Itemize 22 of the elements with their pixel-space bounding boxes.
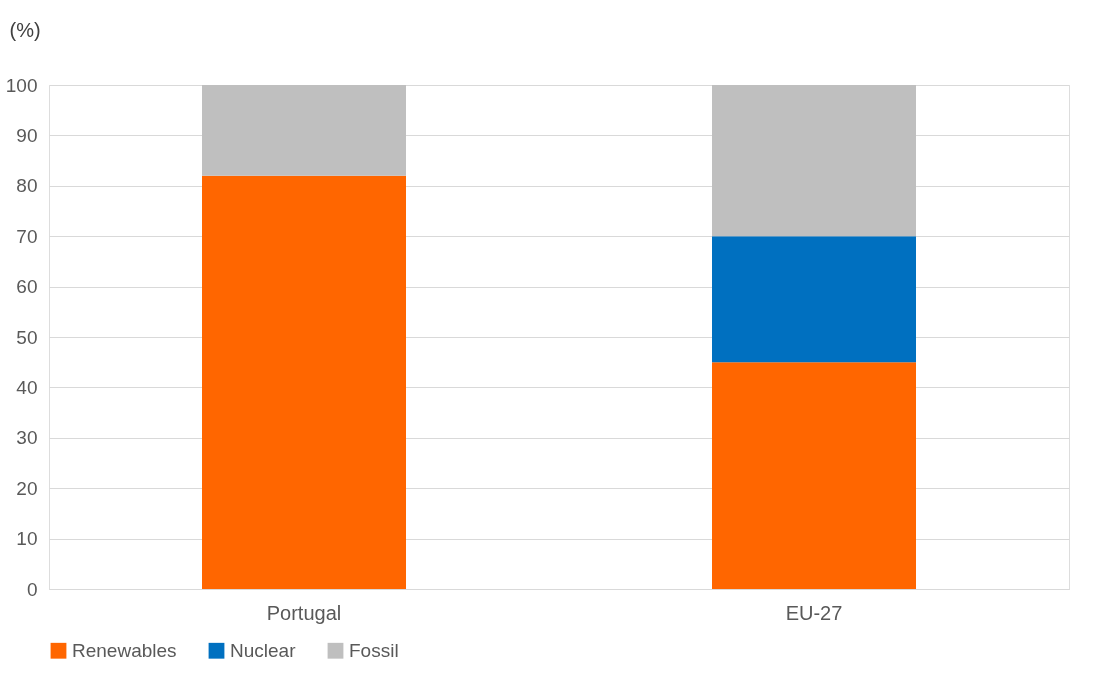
y-tick-label: 90 xyxy=(16,124,38,146)
legend-label: Fossil xyxy=(349,639,399,661)
legend-label: Nuclear xyxy=(230,639,297,661)
y-tick-label: 10 xyxy=(16,528,38,550)
x-tick-label: Portugal xyxy=(266,601,342,624)
y-tick-label: 40 xyxy=(16,376,38,398)
bar xyxy=(712,85,916,237)
y-tick-label: 100 xyxy=(5,74,38,96)
bar xyxy=(202,175,406,589)
y-tick-label: 0 xyxy=(26,578,38,600)
y-tick-label: 20 xyxy=(16,477,38,499)
y-tick-label: 70 xyxy=(16,225,38,247)
bar xyxy=(712,362,916,589)
y-tick-label: 80 xyxy=(16,175,38,197)
bar xyxy=(712,236,916,363)
y-tick-label: 50 xyxy=(16,326,38,348)
y-axis-title: (%) xyxy=(9,18,41,41)
x-tick-label: EU-27 xyxy=(785,601,843,624)
bar xyxy=(202,85,406,176)
y-tick-label: 60 xyxy=(16,276,38,298)
y-tick-label: 30 xyxy=(16,427,38,449)
legend-label: Renewables xyxy=(72,639,177,661)
